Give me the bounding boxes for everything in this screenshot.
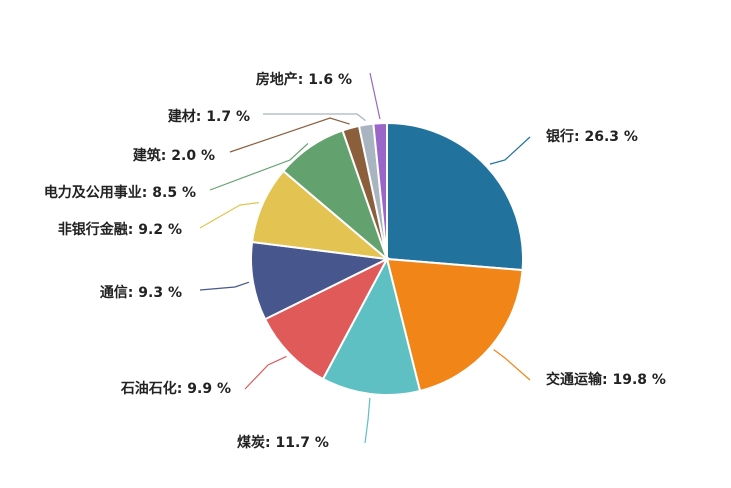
slice-label-5: 通信: 9.3 %	[100, 284, 182, 301]
pie-slice-1	[386, 121, 524, 272]
pie-slices	[250, 121, 524, 396]
leader-line-3	[364, 397, 371, 444]
leader-line-5	[199, 281, 250, 291]
leader-line-1	[489, 136, 531, 165]
leader-line-9	[263, 113, 366, 122]
pie-slice-3	[321, 256, 422, 396]
pie-slice-4	[263, 256, 390, 381]
leader-line-6	[199, 201, 259, 229]
slice-label-9: 建材: 1.7 %	[168, 108, 250, 125]
slice-labels: 银行: 26.3 % 交通运输: 19.8 % 煤炭: 11.7 % 石油石化: 9.…	[44, 71, 666, 451]
slice-label-6: 非银行金融: 9.2 %	[58, 221, 182, 238]
leader-line-4	[244, 355, 287, 390]
leader-line-2	[493, 349, 531, 381]
slice-label-4: 石油石化: 9.9 %	[120, 380, 231, 397]
leader-line-10	[369, 72, 381, 120]
pie-slice-5	[250, 240, 391, 321]
pie-slice-6	[250, 169, 391, 261]
slice-label-10: 房地产: 1.6 %	[256, 71, 352, 88]
pie-slice-10	[372, 121, 388, 260]
slice-label-7: 电力及公用事业: 8.5 %	[44, 184, 196, 201]
pie-slice-2	[385, 257, 524, 393]
leader-line-7	[209, 143, 309, 191]
slice-label-3: 煤炭: 11.7 %	[237, 434, 329, 451]
label-leader-lines	[199, 72, 531, 444]
slice-label-8: 建筑: 2.0 %	[133, 147, 215, 164]
slice-label-2: 交通运输: 19.8 %	[546, 371, 666, 388]
slice-label-1: 银行: 26.3 %	[546, 128, 638, 145]
leader-line-8	[229, 117, 350, 153]
